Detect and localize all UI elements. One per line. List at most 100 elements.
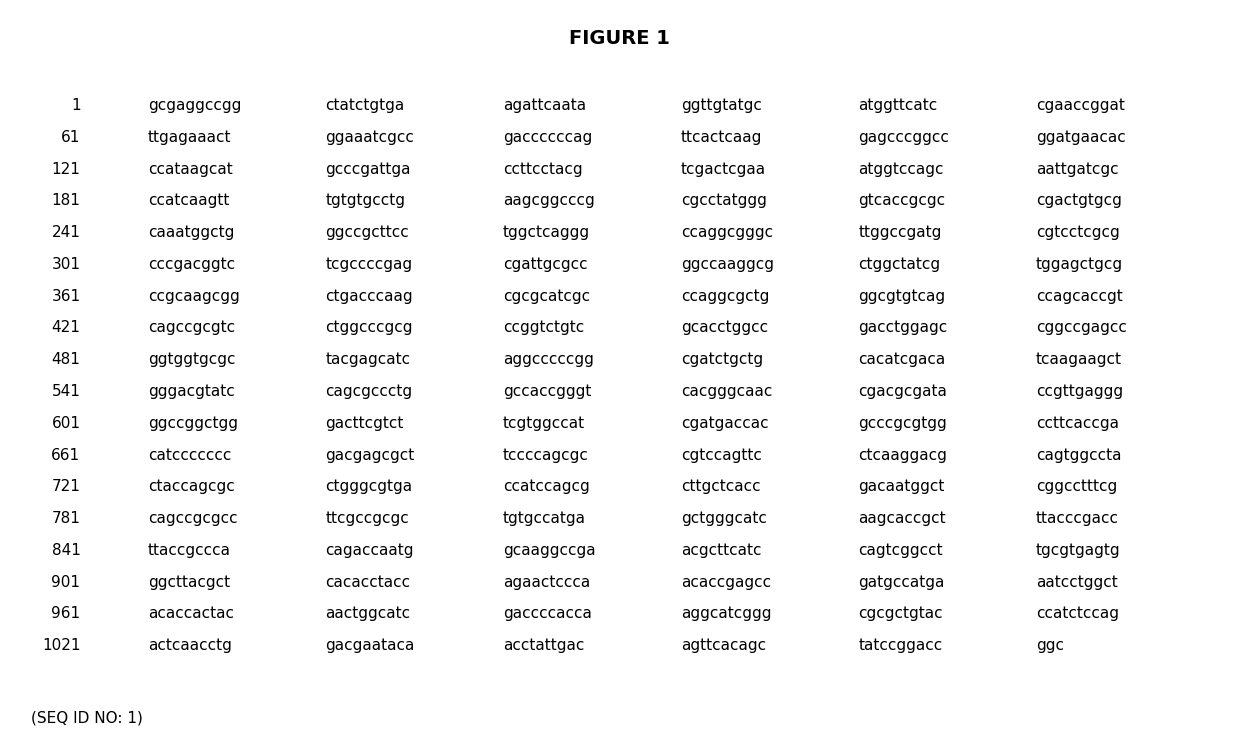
Text: ttcactcaag: ttcactcaag xyxy=(680,130,762,145)
Text: atggtccagc: atggtccagc xyxy=(859,161,944,176)
Text: cccgacggtc: cccgacggtc xyxy=(147,257,235,272)
Text: ggatgaacac: ggatgaacac xyxy=(1036,130,1126,145)
Text: cgcgcatcgc: cgcgcatcgc xyxy=(503,288,590,304)
Text: ggccggctgg: ggccggctgg xyxy=(147,416,238,431)
Text: ccgcaagcgg: ccgcaagcgg xyxy=(147,288,239,304)
Text: 181: 181 xyxy=(52,193,81,208)
Text: ccttcaccga: ccttcaccga xyxy=(1036,416,1119,431)
Text: ccatccagcg: ccatccagcg xyxy=(503,480,590,495)
Text: cgacgcgata: cgacgcgata xyxy=(859,384,948,399)
Text: cgcgctgtac: cgcgctgtac xyxy=(859,607,943,622)
Text: ttacccgacc: ttacccgacc xyxy=(1036,511,1119,526)
Text: cgatgaccac: cgatgaccac xyxy=(680,416,768,431)
Text: (SEQ ID NO: 1): (SEQ ID NO: 1) xyxy=(31,710,144,726)
Text: gacaatggct: gacaatggct xyxy=(859,480,945,495)
Text: ggtggtgcgc: ggtggtgcgc xyxy=(147,353,235,368)
Text: cggccgagcc: cggccgagcc xyxy=(1036,320,1127,335)
Text: cagccgcgcc: cagccgcgcc xyxy=(147,511,238,526)
Text: acaccgagcc: acaccgagcc xyxy=(680,574,771,589)
Text: gatgccatga: gatgccatga xyxy=(859,574,945,589)
Text: agattcaata: agattcaata xyxy=(503,98,586,113)
Text: tcgactcgaa: tcgactcgaa xyxy=(680,161,766,176)
Text: 1021: 1021 xyxy=(42,638,81,653)
Text: gccaccgggt: gccaccgggt xyxy=(503,384,591,399)
Text: 241: 241 xyxy=(52,225,81,241)
Text: ggttgtatgc: ggttgtatgc xyxy=(680,98,762,113)
Text: aggcccccgg: aggcccccgg xyxy=(503,353,593,368)
Text: gaccccacca: gaccccacca xyxy=(503,607,592,622)
Text: tcaagaagct: tcaagaagct xyxy=(1036,353,1123,368)
Text: ttaccgccca: ttaccgccca xyxy=(147,543,230,558)
Text: cacacctacc: cacacctacc xyxy=(326,574,410,589)
Text: ggcttacgct: ggcttacgct xyxy=(147,574,230,589)
Text: cggcctttcg: cggcctttcg xyxy=(1036,480,1118,495)
Text: gacctggagc: gacctggagc xyxy=(859,320,948,335)
Text: FIGURE 1: FIGURE 1 xyxy=(569,29,670,48)
Text: ttcgccgcgc: ttcgccgcgc xyxy=(326,511,409,526)
Text: aagcaccgct: aagcaccgct xyxy=(859,511,947,526)
Text: tccccagcgc: tccccagcgc xyxy=(503,447,589,462)
Text: cagcgccctg: cagcgccctg xyxy=(326,384,413,399)
Text: gcccgattga: gcccgattga xyxy=(326,161,411,176)
Text: 61: 61 xyxy=(61,130,81,145)
Text: tcgccccgag: tcgccccgag xyxy=(326,257,413,272)
Text: gacgagcgct: gacgagcgct xyxy=(326,447,415,462)
Text: 901: 901 xyxy=(52,574,81,589)
Text: atggttcatc: atggttcatc xyxy=(859,98,938,113)
Text: gctgggcatc: gctgggcatc xyxy=(680,511,767,526)
Text: ctggcccgcg: ctggcccgcg xyxy=(326,320,413,335)
Text: gcgaggccgg: gcgaggccgg xyxy=(147,98,242,113)
Text: cgatctgctg: cgatctgctg xyxy=(680,353,763,368)
Text: ccttcctacg: ccttcctacg xyxy=(503,161,582,176)
Text: tgcgtgagtg: tgcgtgagtg xyxy=(1036,543,1120,558)
Text: aatcctggct: aatcctggct xyxy=(1036,574,1118,589)
Text: cgactgtgcg: cgactgtgcg xyxy=(1036,193,1121,208)
Text: gacgaataca: gacgaataca xyxy=(326,638,415,653)
Text: tgtgccatga: tgtgccatga xyxy=(503,511,586,526)
Text: agaactccca: agaactccca xyxy=(503,574,590,589)
Text: cgcctatggg: cgcctatggg xyxy=(680,193,767,208)
Text: caaatggctg: caaatggctg xyxy=(147,225,234,241)
Text: gacttcgtct: gacttcgtct xyxy=(326,416,404,431)
Text: 961: 961 xyxy=(51,607,81,622)
Text: gcacctggcc: gcacctggcc xyxy=(680,320,768,335)
Text: 1: 1 xyxy=(71,98,81,113)
Text: catccccccc: catccccccc xyxy=(147,447,232,462)
Text: cgtccagttc: cgtccagttc xyxy=(680,447,762,462)
Text: ctaccagcgc: ctaccagcgc xyxy=(147,480,234,495)
Text: aggcatcggg: aggcatcggg xyxy=(680,607,771,622)
Text: ctatctgtga: ctatctgtga xyxy=(326,98,405,113)
Text: tatccggacc: tatccggacc xyxy=(859,638,943,653)
Text: ctgggcgtga: ctgggcgtga xyxy=(326,480,413,495)
Text: ttggccgatg: ttggccgatg xyxy=(859,225,942,241)
Text: cacgggcaac: cacgggcaac xyxy=(680,384,772,399)
Text: 661: 661 xyxy=(51,447,81,462)
Text: gggacgtatc: gggacgtatc xyxy=(147,384,234,399)
Text: ccagcaccgt: ccagcaccgt xyxy=(1036,288,1123,304)
Text: acaccactac: acaccactac xyxy=(147,607,234,622)
Text: cacatcgaca: cacatcgaca xyxy=(859,353,945,368)
Text: aagcggcccg: aagcggcccg xyxy=(503,193,595,208)
Text: aactggcatc: aactggcatc xyxy=(326,607,410,622)
Text: cagaccaatg: cagaccaatg xyxy=(326,543,414,558)
Text: ccaggcgctg: ccaggcgctg xyxy=(680,288,769,304)
Text: gaccccccag: gaccccccag xyxy=(503,130,592,145)
Text: acctattgac: acctattgac xyxy=(503,638,585,653)
Text: cagccgcgtc: cagccgcgtc xyxy=(147,320,235,335)
Text: tggctcaggg: tggctcaggg xyxy=(503,225,590,241)
Text: ccgttgaggg: ccgttgaggg xyxy=(1036,384,1124,399)
Text: 841: 841 xyxy=(52,543,81,558)
Text: ccaggcgggc: ccaggcgggc xyxy=(680,225,773,241)
Text: agttcacagc: agttcacagc xyxy=(680,638,766,653)
Text: gcaaggccga: gcaaggccga xyxy=(503,543,596,558)
Text: gcccgcgtgg: gcccgcgtgg xyxy=(859,416,947,431)
Text: ccatctccag: ccatctccag xyxy=(1036,607,1119,622)
Text: tcgtggccat: tcgtggccat xyxy=(503,416,585,431)
Text: 361: 361 xyxy=(51,288,81,304)
Text: gtcaccgcgc: gtcaccgcgc xyxy=(859,193,945,208)
Text: 421: 421 xyxy=(52,320,81,335)
Text: cgattgcgcc: cgattgcgcc xyxy=(503,257,587,272)
Text: 481: 481 xyxy=(52,353,81,368)
Text: ccataagcat: ccataagcat xyxy=(147,161,233,176)
Text: acgcttcatc: acgcttcatc xyxy=(680,543,761,558)
